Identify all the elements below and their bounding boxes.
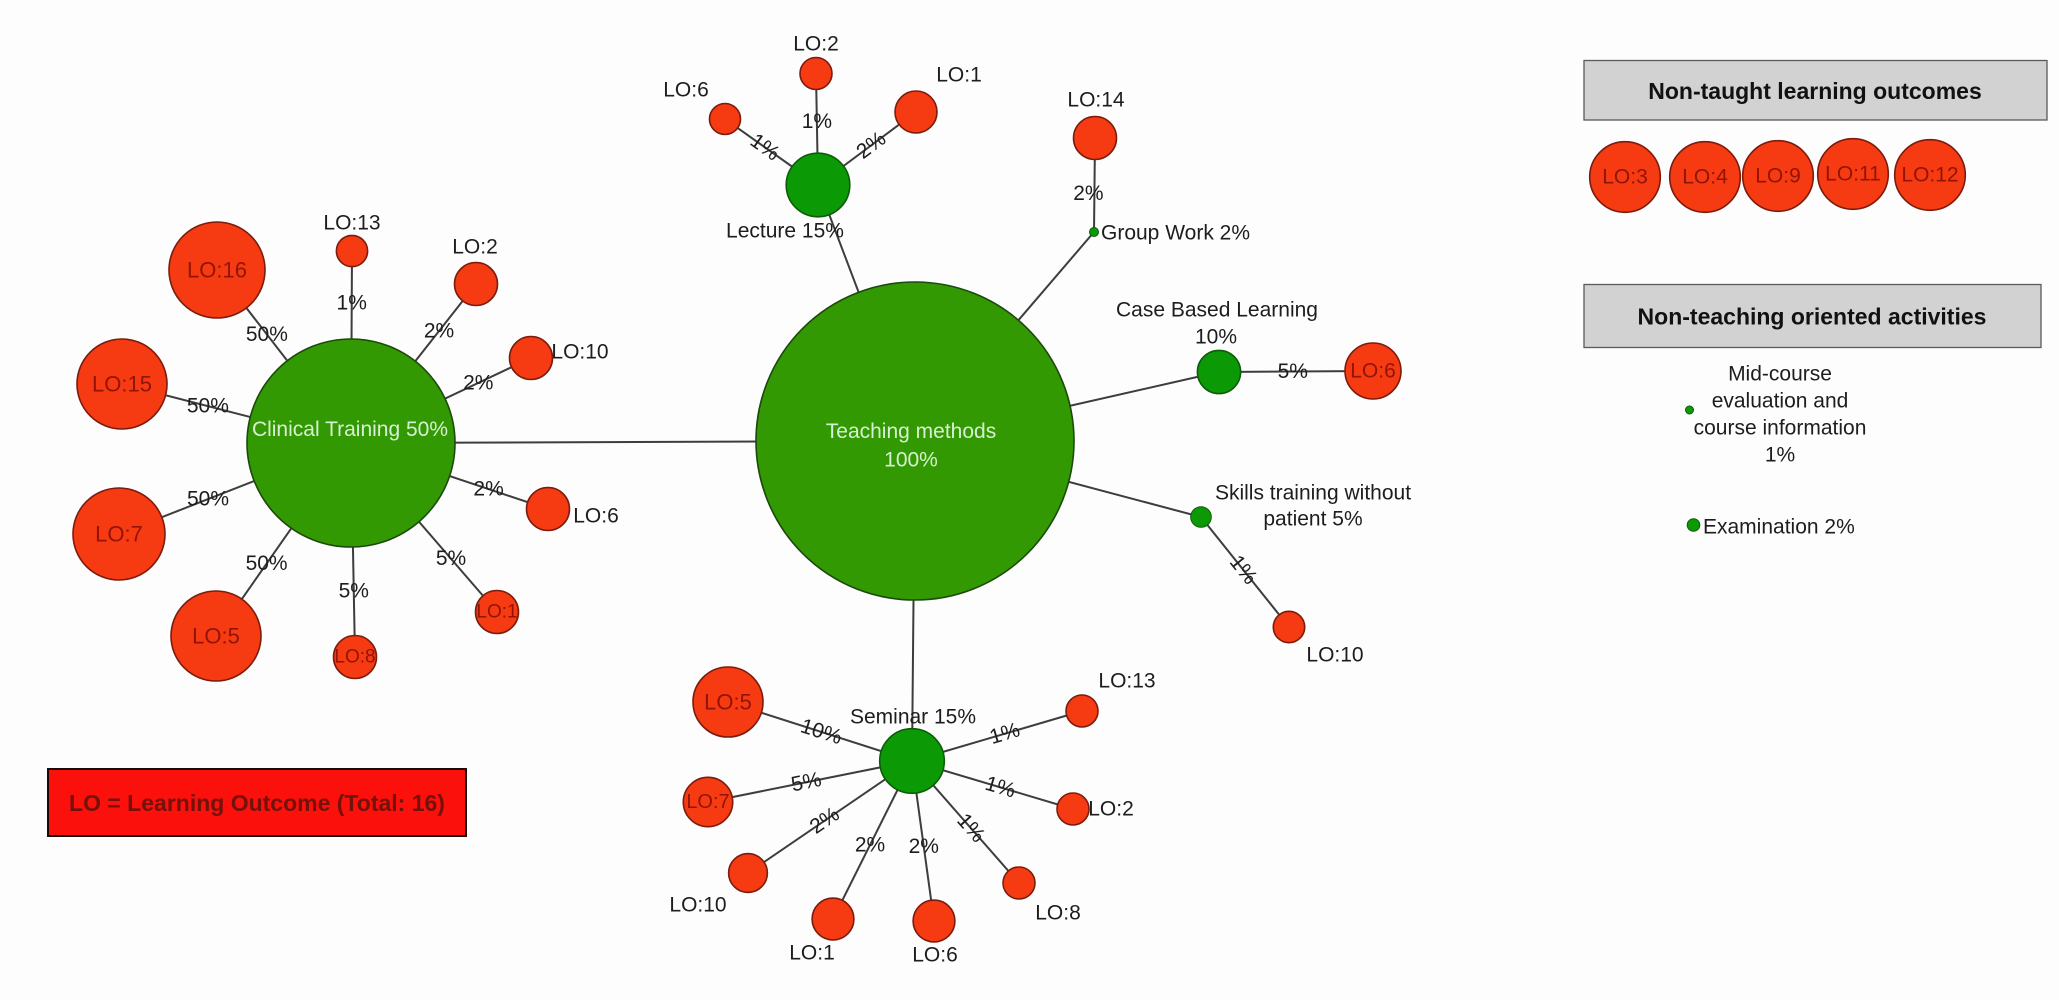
svg-text:5%: 5% [436, 547, 466, 570]
svg-text:LO:6: LO:6 [663, 79, 709, 102]
svg-text:LO:13: LO:13 [1098, 670, 1155, 693]
svg-text:1%: 1% [1765, 444, 1795, 467]
svg-text:50%: 50% [187, 488, 229, 511]
svg-text:2%: 2% [473, 478, 503, 501]
svg-text:LO:14: LO:14 [1067, 89, 1125, 112]
svg-text:5%: 5% [339, 580, 369, 603]
svg-text:2%: 2% [463, 371, 493, 394]
svg-text:LO:8: LO:8 [1035, 902, 1081, 925]
svg-text:LO:3: LO:3 [1602, 166, 1648, 189]
svg-text:LO:6: LO:6 [573, 505, 619, 528]
svg-text:2%: 2% [855, 834, 885, 857]
svg-text:LO:2: LO:2 [793, 33, 839, 56]
svg-text:50%: 50% [246, 552, 288, 575]
svg-text:Non-teaching oriented activiti: Non-teaching oriented activities [1638, 304, 1987, 330]
svg-text:LO:16: LO:16 [187, 258, 247, 283]
svg-text:Clinical Training 50%: Clinical Training 50% [252, 418, 448, 441]
svg-text:1%: 1% [337, 291, 367, 314]
svg-text:LO:13: LO:13 [323, 212, 380, 235]
svg-text:LO:2: LO:2 [452, 236, 498, 259]
svg-text:50%: 50% [246, 323, 288, 346]
svg-text:LO = Learning Outcome (Total:: LO = Learning Outcome (Total: 16) [69, 790, 445, 816]
svg-text:Lecture 15%: Lecture 15% [726, 220, 844, 243]
svg-text:LO:9: LO:9 [1755, 165, 1801, 188]
svg-text:Skills training without: Skills training without [1215, 482, 1411, 505]
svg-text:LO:4: LO:4 [1682, 166, 1728, 189]
svg-text:10%: 10% [1195, 326, 1237, 349]
svg-text:LO:2: LO:2 [1088, 798, 1134, 821]
svg-text:evaluation and: evaluation and [1712, 390, 1849, 413]
svg-text:LO:1: LO:1 [936, 64, 982, 87]
svg-text:Examination 2%: Examination 2% [1703, 516, 1855, 539]
svg-text:course information: course information [1694, 417, 1867, 440]
svg-text:LO:15: LO:15 [92, 372, 152, 397]
svg-text:100%: 100% [884, 448, 938, 471]
svg-text:5%: 5% [1278, 360, 1308, 383]
svg-text:1%: 1% [802, 110, 832, 133]
svg-text:2%: 2% [1073, 182, 1103, 205]
svg-text:Seminar 15%: Seminar 15% [850, 706, 976, 729]
svg-text:Non-taught learning outcomes: Non-taught learning outcomes [1648, 78, 1982, 104]
svg-text:LO:6: LO:6 [912, 944, 958, 967]
svg-text:LO:11: LO:11 [1825, 163, 1881, 186]
svg-text:50%: 50% [187, 395, 229, 418]
svg-text:LO:5: LO:5 [192, 624, 240, 649]
svg-text:LO:6: LO:6 [1350, 360, 1396, 383]
svg-text:LO:10: LO:10 [669, 894, 726, 917]
svg-text:LO:7: LO:7 [95, 522, 143, 547]
svg-text:2%: 2% [909, 835, 939, 858]
svg-text:LO:10: LO:10 [551, 341, 608, 364]
svg-text:patient 5%: patient 5% [1263, 508, 1362, 531]
svg-text:LO:8: LO:8 [334, 647, 375, 668]
svg-text:Teaching methods: Teaching methods [826, 420, 996, 443]
svg-text:LO:1: LO:1 [789, 942, 835, 965]
svg-text:LO:5: LO:5 [704, 690, 752, 715]
svg-text:LO:1: LO:1 [476, 602, 517, 623]
svg-text:Group Work 2%: Group Work 2% [1101, 222, 1250, 245]
svg-text:Mid-course: Mid-course [1728, 363, 1832, 386]
svg-text:LO:7: LO:7 [686, 791, 729, 813]
svg-text:Case Based Learning: Case Based Learning [1116, 299, 1318, 322]
svg-text:2%: 2% [424, 320, 454, 343]
svg-text:LO:12: LO:12 [1901, 164, 1958, 187]
svg-text:LO:10: LO:10 [1306, 644, 1363, 667]
